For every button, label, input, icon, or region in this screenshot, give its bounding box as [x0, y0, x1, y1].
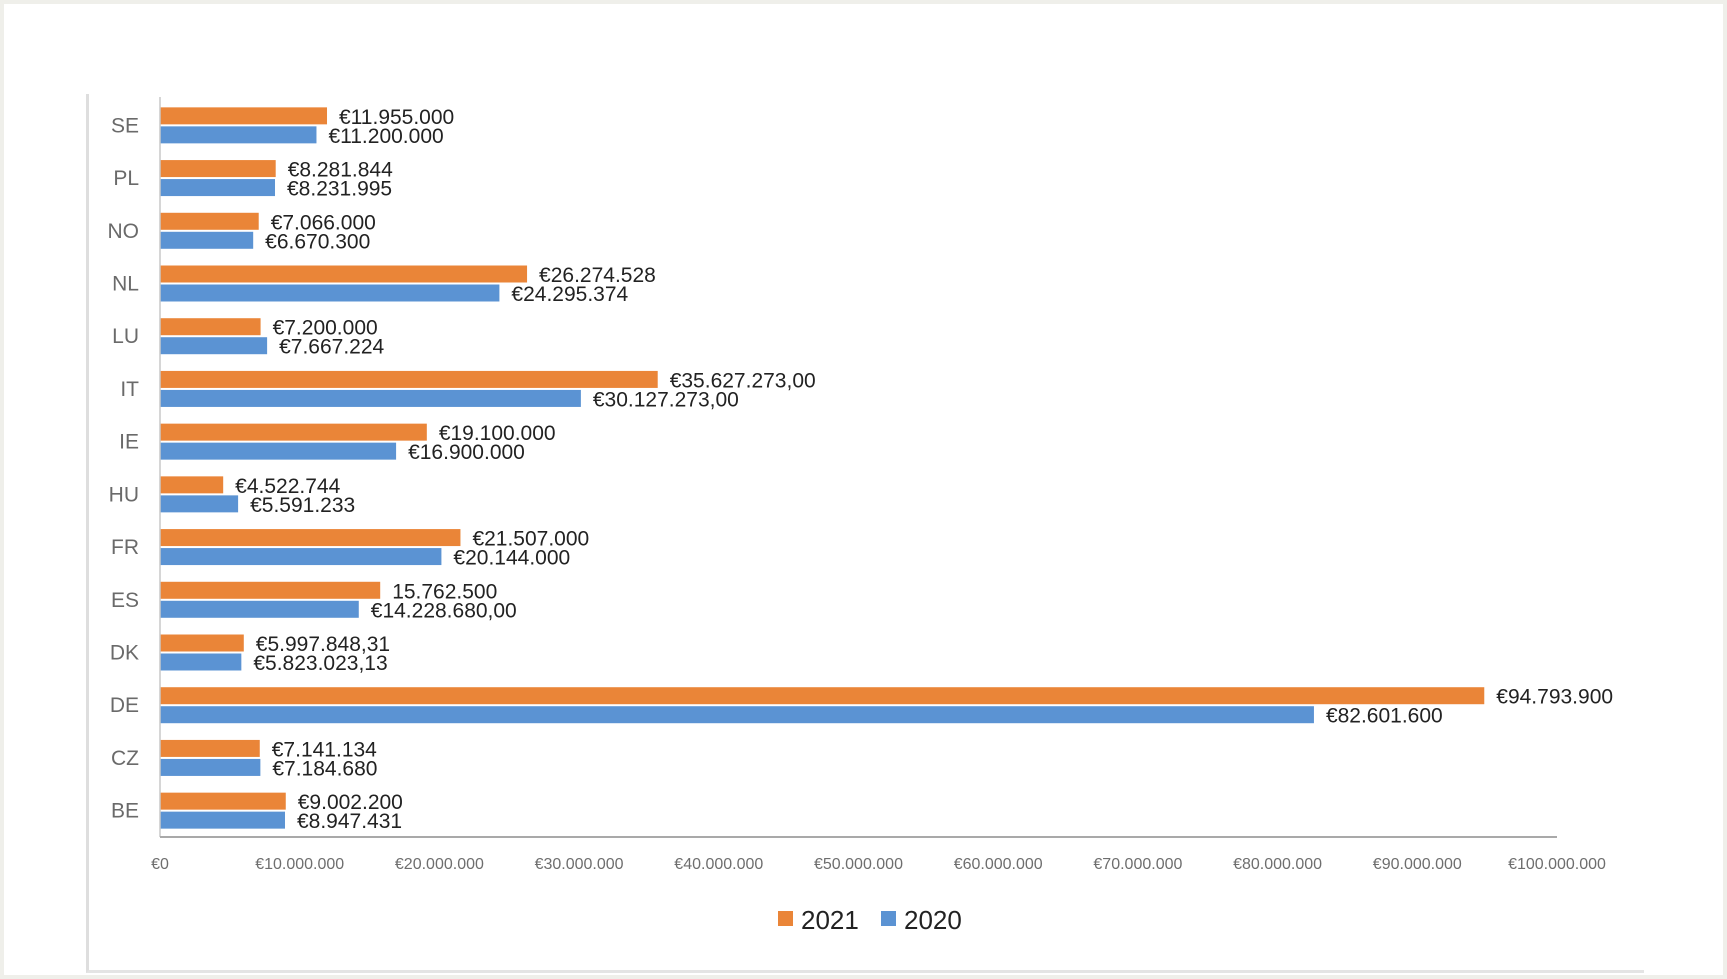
value-label-2020-ie: €16.900.000: [408, 441, 525, 464]
x-tick-label: €70.000.000: [1093, 856, 1182, 873]
x-tick-label: €40.000.000: [674, 856, 763, 873]
category-label-lu: LU: [112, 325, 139, 348]
category-label-es: ES: [111, 589, 139, 612]
value-label-2021-nl: €26.274.528: [539, 264, 656, 287]
value-label-2021-ie: €19.100.000: [439, 422, 556, 445]
bars-layer: [160, 107, 1485, 829]
value-label-2020-no: €6.670.300: [265, 230, 370, 253]
bar-2020-hu: [160, 495, 239, 513]
bar-2020-cz: [160, 758, 261, 776]
category-label-hu: HU: [109, 483, 139, 506]
x-tick-label: €20.000.000: [395, 856, 484, 873]
legend-swatch-2020: [881, 911, 896, 926]
legend-swatch-2021: [778, 911, 793, 926]
x-tick-label: €30.000.000: [535, 856, 624, 873]
value-label-2021-cz: €7.141.134: [272, 738, 377, 761]
bar-2021-dk: [160, 634, 244, 652]
value-label-2020-fr: €20.144.000: [453, 547, 570, 570]
category-label-fr: FR: [111, 536, 139, 559]
category-label-ie: IE: [119, 431, 139, 454]
category-label-it: IT: [120, 378, 139, 401]
category-label-se: SE: [111, 114, 139, 137]
bar-2020-lu: [160, 337, 268, 355]
image-frame: €9.002.200 €8.947.431 €7.141.134 €7.184.680…: [4, 4, 1723, 975]
value-label-2020-it: €30.127.273,00: [593, 388, 739, 411]
bar-2021-lu: [160, 318, 261, 336]
value-label-2020-cz: €7.184.680: [272, 757, 377, 780]
legend-label-2020: 2020: [904, 905, 962, 935]
value-label-2021-lu: €7.200.000: [273, 317, 378, 340]
x-tick-label: €10.000.000: [255, 856, 344, 873]
category-label-pl: PL: [113, 167, 139, 190]
value-label-2021-no: €7.066.000: [271, 211, 376, 234]
bar-2020-se: [160, 126, 317, 144]
bar-2020-es: [160, 600, 359, 618]
value-label-2020-es: €14.228.680,00: [371, 599, 517, 622]
x-tick-label: €50.000.000: [814, 856, 903, 873]
bar-2020-de: [160, 706, 1314, 724]
category-labels-layer: BE CZ DE DK ES FR HU IE IT LU NL NO PL SE: [108, 114, 140, 822]
category-label-dk: DK: [110, 642, 139, 665]
value-label-2020-hu: €5.591.233: [250, 494, 355, 517]
value-label-2020-lu: €7.667.224: [279, 336, 384, 359]
x-tick-label: €90.000.000: [1373, 856, 1462, 873]
bar-2020-no: [160, 231, 254, 249]
value-label-2020-pl: €8.231.995: [287, 178, 392, 201]
bar-2021-fr: [160, 529, 461, 547]
bar-2021-nl: [160, 265, 528, 283]
value-label-2021-fr: €21.507.000: [472, 528, 589, 551]
value-labels-layer: €9.002.200€8.947.431 €7.141.134€7.184.680…: [235, 106, 1613, 833]
legend-label-2021: 2021: [801, 905, 859, 935]
value-label-2021-pl: €8.281.844: [288, 159, 393, 182]
value-label-2020-nl: €24.295.374: [511, 283, 628, 306]
value-label-2020-dk: €5.823.023,13: [253, 652, 387, 675]
bar-2020-nl: [160, 284, 500, 302]
value-label-2021-hu: €4.522.744: [235, 475, 340, 498]
bar-2021-it: [160, 370, 658, 388]
value-label-2021-dk: €5.997.848,31: [256, 633, 390, 656]
bar-2020-dk: [160, 653, 242, 671]
value-label-2020-se: €11.200.000: [328, 125, 443, 148]
bar-2021-es: [160, 581, 381, 599]
bar-2021-cz: [160, 739, 260, 757]
bar-chart: €9.002.200€8.947.431 €7.141.134€7.184.680…: [108, 97, 1613, 935]
category-label-cz: CZ: [111, 747, 139, 770]
value-label-2021-se: €11.955.000: [339, 106, 454, 129]
value-label-2020-de: €82.601.600: [1326, 705, 1443, 728]
x-axis: €0 €10.000.000 €20.000.000 €30.000.000 €40.0…: [151, 97, 1606, 873]
value-label-2021-be: €9.002.200: [298, 791, 403, 814]
bar-2021-de: [160, 687, 1485, 705]
bar-2021-pl: [160, 160, 276, 178]
bar-2020-ie: [160, 442, 397, 460]
category-label-be: BE: [111, 800, 139, 823]
category-label-nl: NL: [112, 273, 139, 296]
value-label-2021-it: €35.627.273,00: [670, 369, 816, 392]
value-label-2020-be: €8.947.431: [297, 810, 402, 833]
bar-2021-hu: [160, 476, 224, 494]
bar-2021-se: [160, 107, 328, 125]
value-label-2021-es: 15.762.500: [392, 580, 497, 603]
category-label-no: NO: [108, 220, 140, 243]
bar-2021-no: [160, 212, 259, 230]
x-tick-label: €60.000.000: [954, 856, 1043, 873]
x-tick-label: €80.000.000: [1233, 856, 1322, 873]
x-tick-label: €100.000.000: [1508, 856, 1606, 873]
category-label-de: DE: [110, 694, 139, 717]
bar-2020-pl: [160, 179, 276, 197]
bar-2020-fr: [160, 548, 442, 566]
bar-2021-be: [160, 792, 286, 810]
bar-2020-be: [160, 811, 285, 829]
legend: 2021 2020: [778, 905, 962, 935]
bar-2020-it: [160, 389, 581, 407]
bar-2021-ie: [160, 423, 427, 441]
x-tick-label: €0: [151, 856, 169, 873]
value-label-2021-de: €94.793.900: [1496, 686, 1613, 709]
